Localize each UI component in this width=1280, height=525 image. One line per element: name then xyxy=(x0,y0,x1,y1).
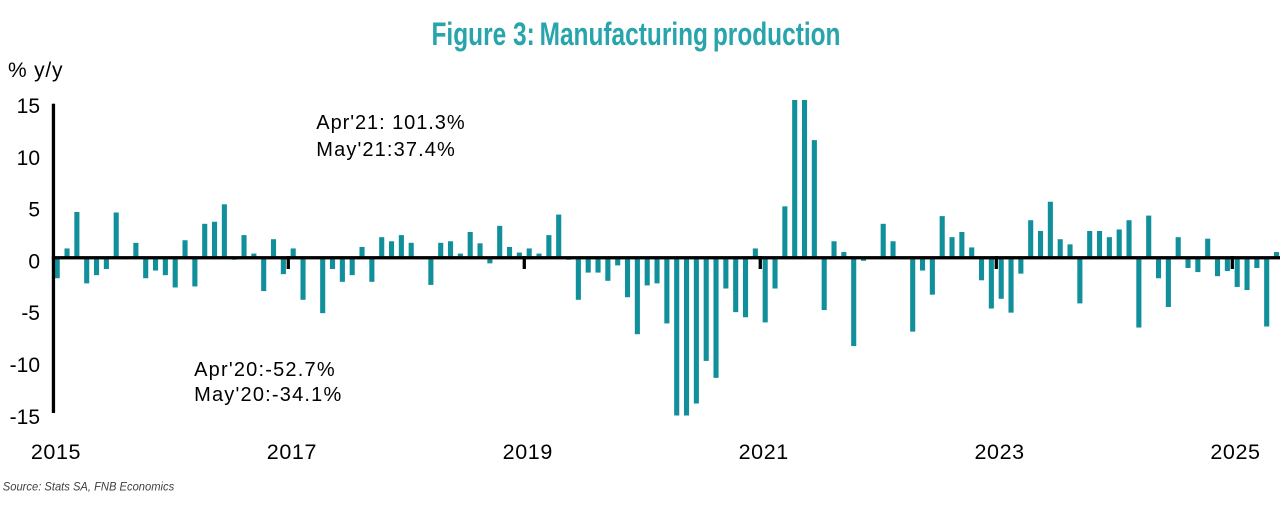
svg-text:0: 0 xyxy=(28,250,40,273)
svg-text:15: 15 xyxy=(17,95,40,118)
svg-text:Source: Stats SA, FNB Economic: Source: Stats SA, FNB Economics xyxy=(3,479,174,494)
svg-text:2019: 2019 xyxy=(503,440,553,464)
svg-text:Apr'21: 101.3%: Apr'21: 101.3% xyxy=(316,112,465,134)
svg-text:May'21:37.4%: May'21:37.4% xyxy=(316,139,456,161)
svg-text:May'20:-34.1%: May'20:-34.1% xyxy=(194,384,342,406)
svg-text:2021: 2021 xyxy=(739,440,789,464)
svg-text:Figure 3: Manufacturing produc: Figure 3: Manufacturing production xyxy=(432,17,841,53)
svg-text:2025: 2025 xyxy=(1210,440,1260,464)
svg-text:5: 5 xyxy=(28,199,40,222)
svg-text:-5: -5 xyxy=(21,302,40,325)
svg-text:2017: 2017 xyxy=(267,440,317,464)
svg-text:2023: 2023 xyxy=(974,440,1024,464)
svg-text:-10: -10 xyxy=(10,354,40,377)
svg-text:% y/y: % y/y xyxy=(8,59,63,82)
svg-text:10: 10 xyxy=(17,147,40,170)
svg-text:-15: -15 xyxy=(10,406,40,429)
svg-text:2015: 2015 xyxy=(31,440,81,464)
svg-text:Apr'20:-52.7%: Apr'20:-52.7% xyxy=(194,359,336,381)
